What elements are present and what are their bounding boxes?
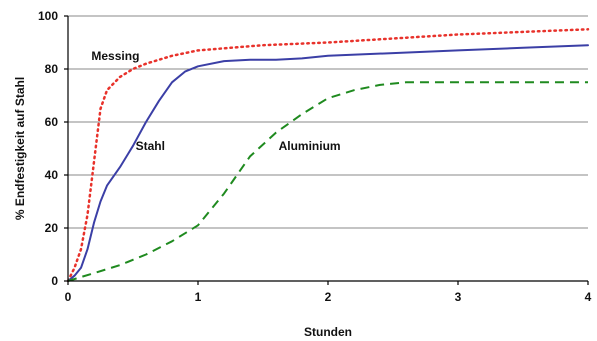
annotation-aluminium: Aluminium bbox=[279, 139, 341, 153]
y-tick-label: 80 bbox=[45, 62, 59, 76]
x-tick-label: 1 bbox=[195, 290, 202, 304]
y-tick-label: 100 bbox=[38, 9, 58, 23]
label-layer: 0 20 40 60 80 100 0 1 2 3 4 Messing Stahl Aluminium bbox=[38, 9, 592, 304]
x-tick-label: 3 bbox=[455, 290, 462, 304]
y-tick-label: 40 bbox=[45, 168, 59, 182]
annotation-messing: Messing bbox=[91, 49, 139, 63]
series-line-stahl bbox=[67, 44, 589, 282]
series-layer bbox=[66, 28, 590, 283]
series-line-messing bbox=[66, 28, 590, 283]
x-tick-label: 4 bbox=[585, 290, 592, 304]
x-tick-label: 0 bbox=[65, 290, 72, 304]
series-line-aluminium bbox=[67, 81, 588, 282]
y-tick-label: 60 bbox=[45, 115, 59, 129]
axis-layer bbox=[64, 15, 589, 285]
y-tick-label: 20 bbox=[45, 221, 59, 235]
y-tick-label: 0 bbox=[51, 274, 58, 288]
grid-layer bbox=[68, 15, 588, 229]
x-tick-label: 2 bbox=[325, 290, 332, 304]
x-axis-label: Stunden bbox=[304, 325, 352, 339]
y-axis-label: % Endfestigkeit auf Stahl bbox=[13, 77, 27, 220]
annotation-stahl: Stahl bbox=[136, 139, 165, 153]
